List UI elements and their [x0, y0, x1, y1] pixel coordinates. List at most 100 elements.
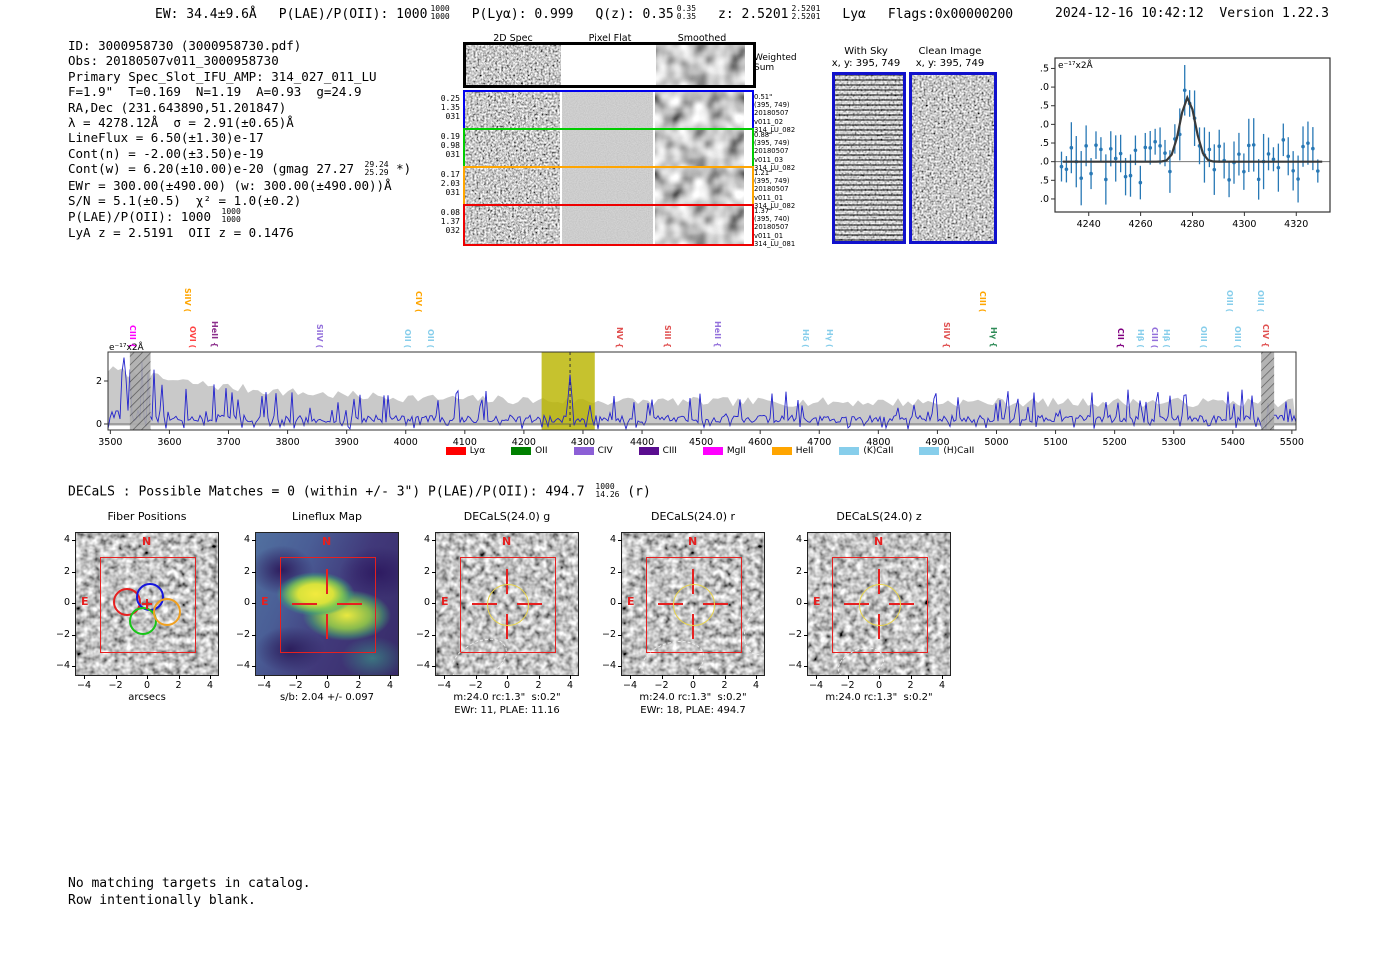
x-tick-label: 4260 [1129, 219, 1153, 230]
cutout-caption-2: EWr: 18, PLAE: 494.7 [640, 705, 746, 716]
main-plot-svg: 3500 3600 3700 3800 3900 4000 4100 4200 4300 4400… [96, 341, 1304, 448]
header-segment-5: Lyα [842, 6, 865, 22]
noise-texture [465, 206, 560, 244]
right-label-line: v011_01 [754, 193, 784, 202]
catalog-footer: No matching targets in catalog. Row inte… [68, 876, 311, 909]
crosshair-bottom [506, 614, 508, 639]
compass-north: N [688, 535, 698, 548]
spec2d-cell-r3c2 [655, 168, 744, 206]
x-tick-label: −4 [256, 680, 271, 691]
data-point [1227, 178, 1231, 182]
spec2d-col-header-2: Smoothed [677, 33, 727, 44]
cutout-title: Fiber Positions [107, 510, 187, 523]
data-point [1242, 169, 1246, 174]
aperture-box [646, 557, 742, 653]
spec2d-cell-r3c1 [562, 168, 653, 206]
data-point [1212, 167, 1217, 172]
x-tick-mark [910, 675, 912, 679]
crosshair-left [292, 603, 317, 605]
x-tick-label: 4 [938, 680, 946, 691]
gaussian-fit-curve [1062, 94, 1323, 163]
spec2d-col-header-0: 2D Spec [493, 33, 533, 44]
data-point [1271, 157, 1276, 162]
legend-swatch [445, 447, 466, 455]
y-tick-mark [72, 666, 76, 667]
y-tick-label: 4 [63, 534, 70, 545]
data-point [1079, 176, 1084, 180]
sky-panel-title-line: With Sky [844, 46, 888, 57]
info-line-4: RA,Dec (231.643890,51.201847) [68, 100, 411, 115]
header-segment-1: P(LAE)/P(OII): 1000 1000 1000 [279, 5, 450, 22]
noise-texture [465, 130, 560, 168]
data-point [1281, 138, 1286, 142]
aperture-box [100, 557, 196, 653]
legend-item-3: CIII [638, 446, 677, 456]
data-point [1207, 147, 1212, 152]
x-tick-mark [570, 675, 571, 679]
legend-label: OII [535, 446, 548, 456]
legend-swatch [511, 447, 532, 455]
x-tick-mark [444, 675, 445, 679]
masked-region [1261, 352, 1275, 430]
emission-label-HeII-10: HeII { [713, 321, 722, 348]
cutout-caption-1: m:24.0 rc:1.3" s:0.2" [825, 692, 933, 703]
spec2d-cell-r4c0 [465, 206, 560, 244]
y-tick-mark [72, 634, 76, 636]
noise-texture [466, 45, 561, 85]
x-tick-mark [327, 675, 328, 679]
noise-texture [655, 130, 744, 168]
spec2d-cell-r1c0 [465, 92, 560, 130]
fraction-bottom: 1000 [221, 215, 241, 225]
noise-texture [835, 75, 903, 241]
y-tick-mark [618, 571, 622, 573]
x-tick-label: 0 [503, 680, 511, 691]
crosshair-bottom [326, 614, 328, 639]
noise-texture [655, 168, 744, 206]
spec2d-panel: 2D Spec Pixel Flat Smoothed Weighted Sum 0.25… [440, 30, 820, 255]
header-segment-4: z: 2.5201 2.5201 2.5201 [718, 5, 820, 22]
detection-info-block: ID: 3000958730 (3000958730.pdf) Obs: 2018… [68, 38, 411, 240]
spec2d-row-3 [463, 166, 754, 208]
noise-texture [465, 92, 560, 130]
x-tick-label: 4 [752, 680, 760, 691]
x-tick-label: 2 [535, 680, 542, 691]
data-points [1059, 65, 1320, 206]
legend-item-1: OII [511, 446, 548, 456]
y-tick-label: −2 [235, 628, 250, 640]
spec2d-cell-r0c2 [656, 45, 745, 85]
decals-match-pre: DECaLS : Possible Matches = 0 (within +/… [68, 484, 593, 500]
x-tick-label: −2 [468, 680, 483, 691]
y-tick-label: −4 [415, 660, 430, 671]
x-tick-mark [390, 675, 391, 679]
crosshair-top [878, 569, 880, 594]
legend-item-2: CIV [573, 446, 613, 456]
y-tick-label: 0 [423, 597, 430, 608]
left-label-line: 0.08 [440, 208, 460, 217]
fraction-bottom: 0.35 [676, 12, 697, 21]
info-line-text: Cont(n) = -2.00(±3.50)e-19 [68, 145, 264, 161]
spec2d-cell-r1c1 [562, 92, 653, 130]
x-tick-mark [507, 675, 508, 679]
y-tick-label: 2 [423, 565, 430, 577]
x-tick-mark [210, 675, 211, 679]
cutout-panel-2: DECaLS(24.0) g N E −4 4 −2 2 0 0 2 −2 4 −4 m:24.0 rc:… [396, 510, 618, 720]
info-line-text: ID: 3000958730 (3000958730.pdf) [68, 38, 302, 53]
emission-line-labels: CIII {SiIV (OVI (HeII {SiIV (OII (CIV (O… [0, 266, 1400, 350]
compass-north: N [874, 535, 884, 548]
x-tick-label: 4300 [571, 437, 595, 448]
left-label-line: 2.03 [440, 179, 460, 188]
header-segment-text: z: 2.5201 [718, 6, 789, 22]
spec2d-cell-r2c2 [655, 130, 744, 168]
right-label-line: 314_LU_082 [754, 163, 796, 172]
version: Version 1.22.3 [1219, 6, 1329, 21]
x-tick-mark [693, 675, 694, 679]
right-label-line: 20180507 [754, 147, 789, 156]
info-line-text: Primary Spec_Slot_IFU_AMP: 314_027_011_L… [68, 68, 377, 84]
emission-label-NV-8: NV { [615, 326, 624, 348]
header-segment-2: P(Lyα): 0.999 [472, 6, 574, 22]
data-point [1094, 143, 1098, 147]
x-tick-mark [847, 675, 849, 679]
cutout-caption-1: arcsecs [128, 692, 166, 703]
